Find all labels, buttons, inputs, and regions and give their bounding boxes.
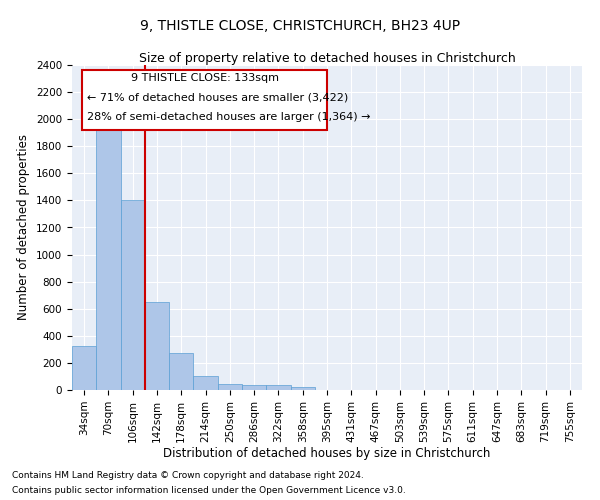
- Text: 9 THISTLE CLOSE: 133sqm: 9 THISTLE CLOSE: 133sqm: [131, 73, 278, 83]
- Bar: [145, 302, 169, 390]
- X-axis label: Distribution of detached houses by size in Christchurch: Distribution of detached houses by size …: [163, 448, 491, 460]
- Text: ← 71% of detached houses are smaller (3,422): ← 71% of detached houses are smaller (3,…: [88, 92, 349, 102]
- Bar: [218, 384, 242, 390]
- Bar: [96, 126, 121, 390]
- Title: Size of property relative to detached houses in Christchurch: Size of property relative to detached ho…: [139, 52, 515, 65]
- Bar: [72, 346, 96, 390]
- Y-axis label: Number of detached properties: Number of detached properties: [17, 134, 31, 320]
- Text: 28% of semi-detached houses are larger (1,364) →: 28% of semi-detached houses are larger (…: [88, 112, 371, 122]
- Bar: [242, 385, 266, 390]
- Bar: [290, 387, 315, 390]
- Bar: [193, 376, 218, 390]
- Bar: [169, 354, 193, 390]
- Text: Contains HM Land Registry data © Crown copyright and database right 2024.: Contains HM Land Registry data © Crown c…: [12, 471, 364, 480]
- Bar: [121, 200, 145, 390]
- Text: 9, THISTLE CLOSE, CHRISTCHURCH, BH23 4UP: 9, THISTLE CLOSE, CHRISTCHURCH, BH23 4UP: [140, 18, 460, 32]
- Bar: [266, 386, 290, 390]
- Text: Contains public sector information licensed under the Open Government Licence v3: Contains public sector information licen…: [12, 486, 406, 495]
- FancyBboxPatch shape: [82, 70, 327, 130]
